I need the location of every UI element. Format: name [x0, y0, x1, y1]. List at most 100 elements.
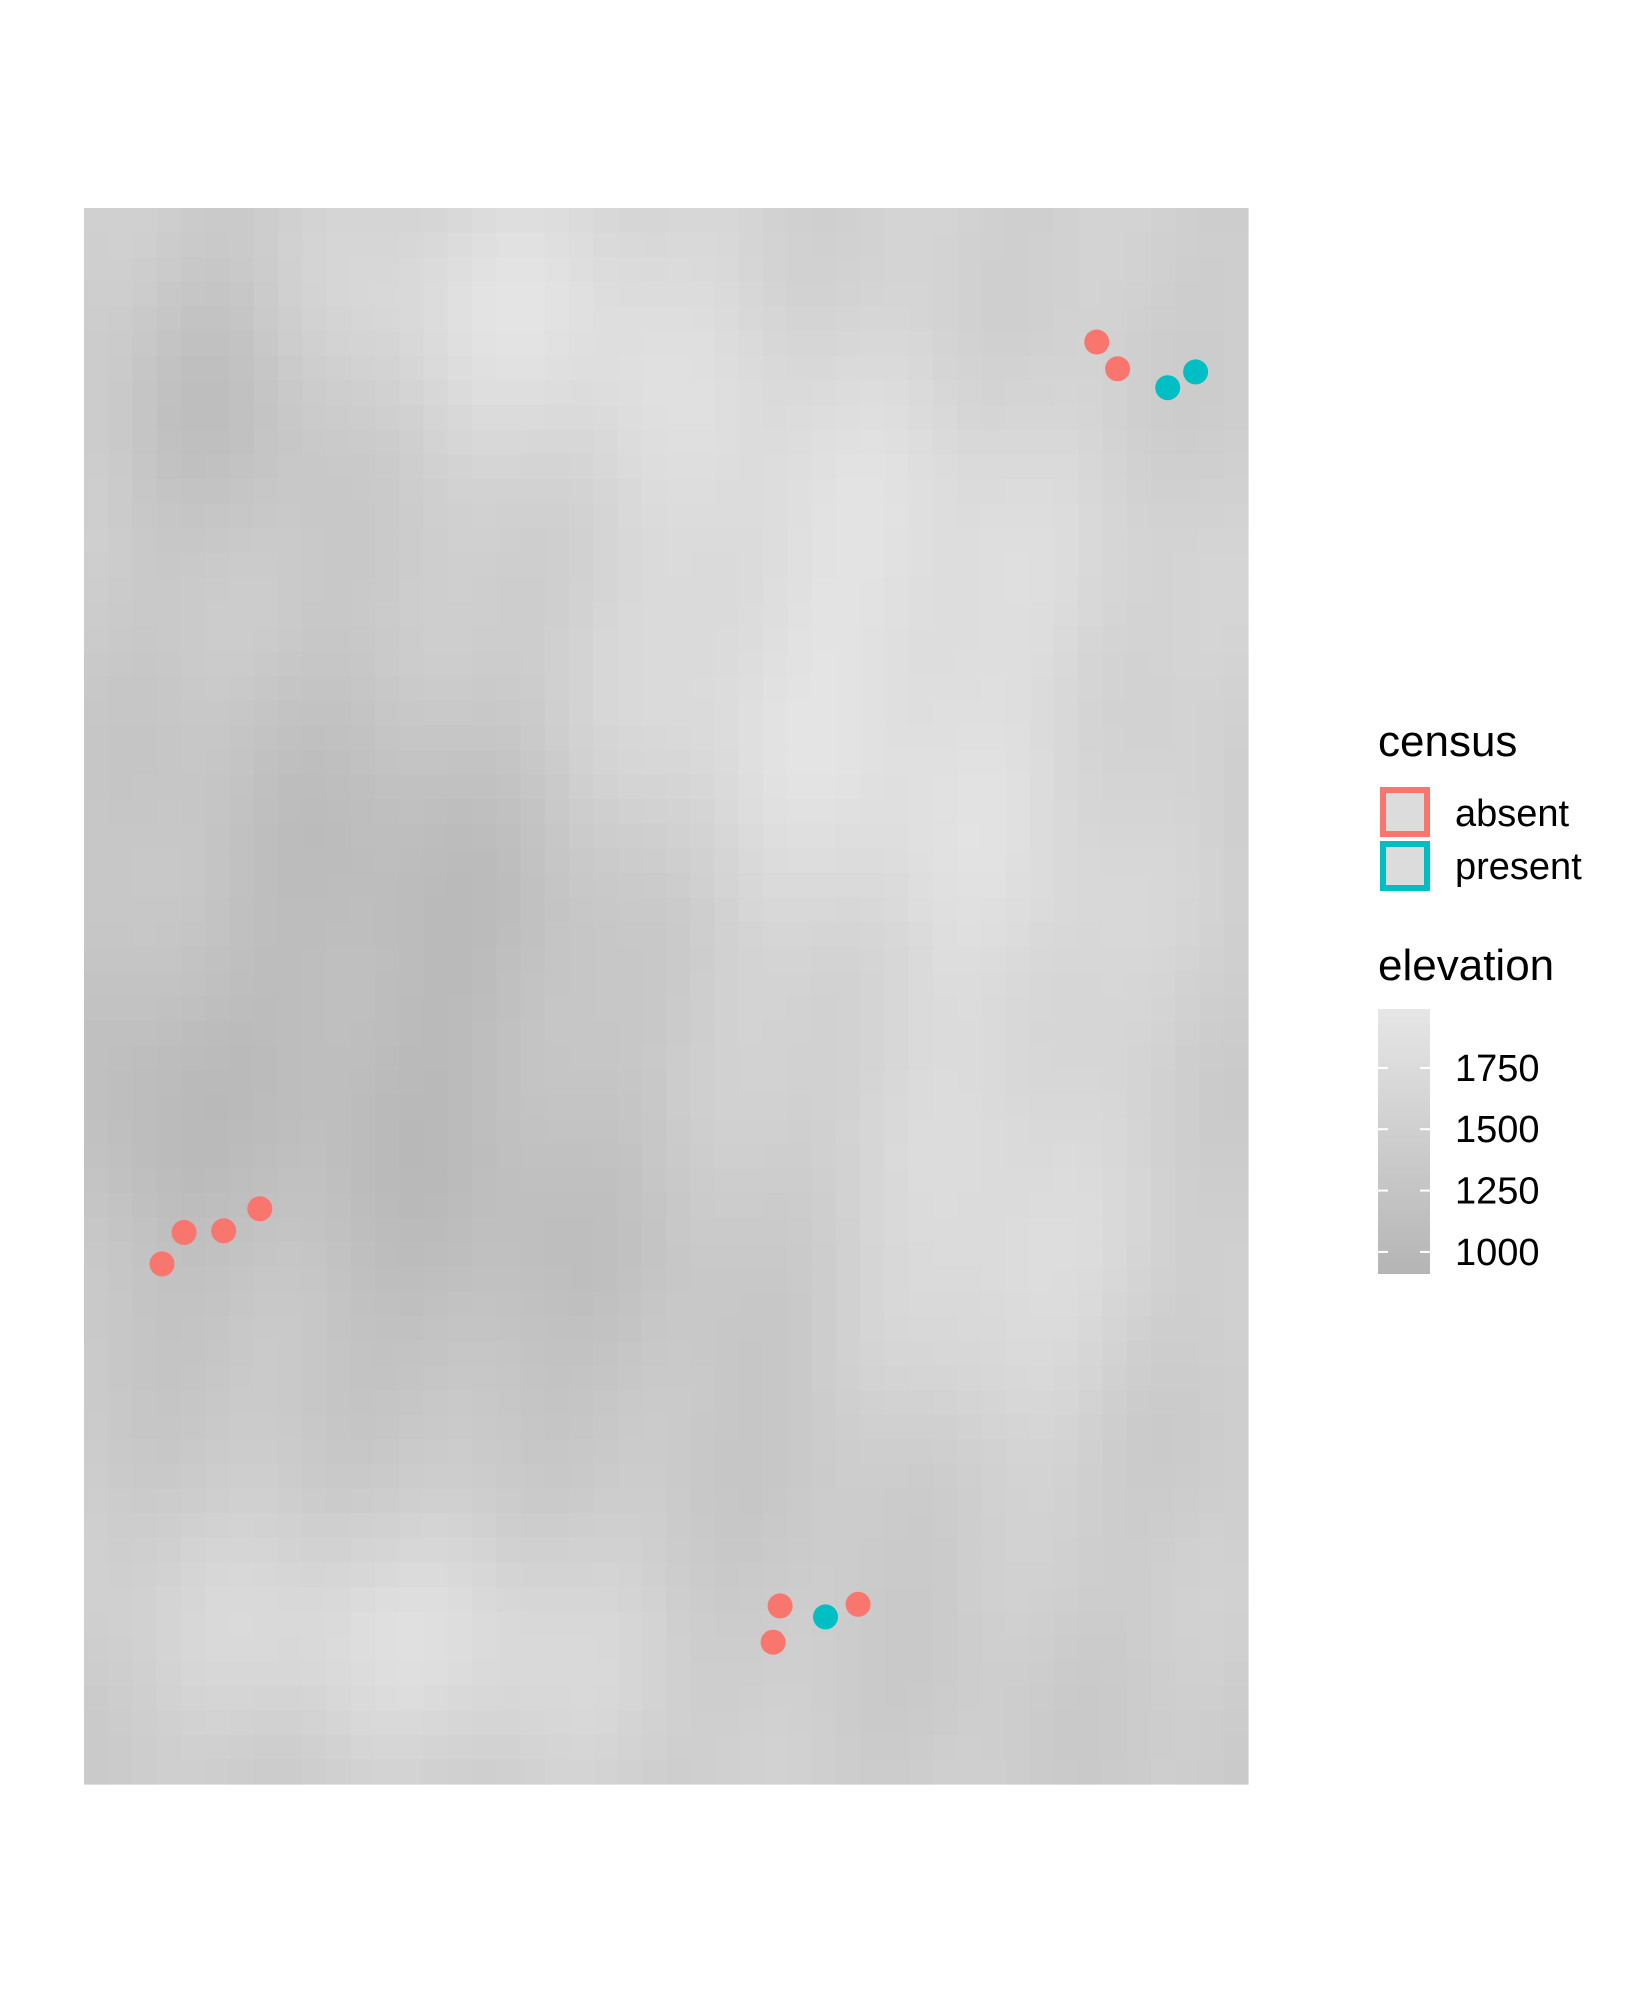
- raster-cell: [1199, 478, 1225, 505]
- raster-cell: [1126, 405, 1152, 431]
- raster-cell: [593, 503, 619, 529]
- raster-cell: [350, 1611, 376, 1637]
- raster-cell: [787, 1020, 813, 1046]
- raster-cell: [835, 1537, 861, 1563]
- raster-cell: [1151, 1513, 1176, 1539]
- raster-cell: [447, 1316, 473, 1342]
- raster-cell: [1078, 380, 1104, 406]
- raster-cell: [1223, 897, 1249, 923]
- raster-cell: [156, 1365, 182, 1391]
- raster-cell: [1005, 257, 1031, 283]
- raster-cell: [617, 848, 643, 874]
- raster-cell: [399, 306, 425, 332]
- raster-cell: [302, 331, 328, 357]
- raster-cell: [132, 725, 158, 751]
- raster-cell: [302, 1537, 328, 1563]
- raster-cell: [1054, 355, 1079, 381]
- raster-cell: [811, 454, 837, 480]
- raster-cell: [835, 971, 861, 997]
- raster-cell: [132, 823, 158, 849]
- raster-cell: [302, 355, 328, 381]
- raster-cell: [787, 749, 813, 775]
- raster-cell: [787, 1685, 813, 1711]
- raster-cell: [738, 1537, 764, 1563]
- raster-cell: [375, 799, 400, 825]
- raster-cell: [253, 552, 279, 578]
- raster-cell: [860, 1094, 885, 1120]
- raster-cell: [253, 1759, 279, 1785]
- raster-cell: [738, 1242, 764, 1268]
- raster-cell: [981, 1685, 1007, 1711]
- raster-cell: [1054, 1020, 1079, 1046]
- raster-cell: [763, 1660, 788, 1687]
- raster-cell: [132, 281, 158, 308]
- raster-cell: [375, 1242, 400, 1268]
- raster-cell: [1223, 700, 1249, 726]
- raster-cell: [981, 774, 1007, 800]
- raster-cell: [520, 1710, 546, 1736]
- raster-cell: [84, 872, 109, 899]
- raster-cell: [763, 1193, 788, 1219]
- raster-cell: [1029, 405, 1055, 431]
- raster-cell: [763, 1340, 788, 1366]
- raster-cell: [520, 725, 546, 751]
- raster-cell: [738, 577, 764, 603]
- raster-cell: [1126, 675, 1152, 702]
- raster-cell: [132, 1069, 158, 1096]
- raster-cell: [714, 454, 740, 480]
- raster-cell: [1223, 1094, 1249, 1120]
- point-present: [1183, 359, 1209, 385]
- raster-cell: [496, 1020, 522, 1046]
- raster-cell: [1126, 577, 1152, 603]
- raster-cell: [1029, 1365, 1055, 1391]
- raster-cell: [811, 552, 837, 578]
- raster-cell: [714, 1143, 740, 1169]
- raster-cell: [399, 405, 425, 431]
- raster-cell: [520, 405, 546, 431]
- raster-cell: [932, 1217, 958, 1243]
- raster-cell: [1005, 1734, 1031, 1760]
- raster-cell: [763, 1094, 788, 1120]
- raster-cell: [399, 1242, 425, 1268]
- raster-cell: [569, 675, 594, 702]
- raster-cell: [302, 1414, 328, 1440]
- raster-cell: [811, 1390, 837, 1416]
- raster-cell: [84, 1217, 109, 1243]
- raster-cell: [641, 1020, 667, 1046]
- raster-cell: [811, 675, 837, 702]
- raster-cell: [1102, 749, 1128, 775]
- raster-cell: [1029, 872, 1055, 899]
- raster-cell: [1223, 1439, 1249, 1465]
- raster-cell: [278, 1020, 303, 1046]
- raster-cell: [860, 626, 885, 652]
- raster-cell: [1175, 1168, 1201, 1194]
- raster-cell: [884, 1193, 910, 1219]
- raster-cell: [787, 1537, 813, 1563]
- raster-cell: [738, 1119, 764, 1145]
- raster-cell: [884, 1217, 910, 1243]
- raster-cell: [1005, 528, 1031, 554]
- raster-cell: [908, 725, 934, 751]
- raster-cell: [1078, 1587, 1104, 1613]
- raster-cell: [593, 922, 619, 948]
- raster-cell: [544, 405, 570, 431]
- raster-cell: [1029, 281, 1055, 308]
- raster-cell: [423, 1242, 449, 1268]
- raster-cell: [326, 675, 352, 702]
- raster-cell: [617, 1316, 643, 1342]
- raster-cell: [181, 1537, 206, 1563]
- raster-cell: [326, 454, 352, 480]
- raster-cell: [1199, 331, 1225, 357]
- raster-cell: [520, 848, 546, 874]
- raster-cell: [278, 774, 303, 800]
- raster-cell: [1078, 725, 1104, 751]
- raster-cell: [981, 700, 1007, 726]
- raster-cell: [278, 208, 303, 234]
- raster-cell: [278, 1119, 303, 1145]
- raster-cell: [399, 552, 425, 578]
- raster-cell: [811, 1562, 837, 1588]
- raster-cell: [690, 1414, 716, 1440]
- raster-cell: [1102, 281, 1128, 308]
- raster-cell: [181, 1611, 206, 1637]
- raster-cell: [690, 1069, 716, 1096]
